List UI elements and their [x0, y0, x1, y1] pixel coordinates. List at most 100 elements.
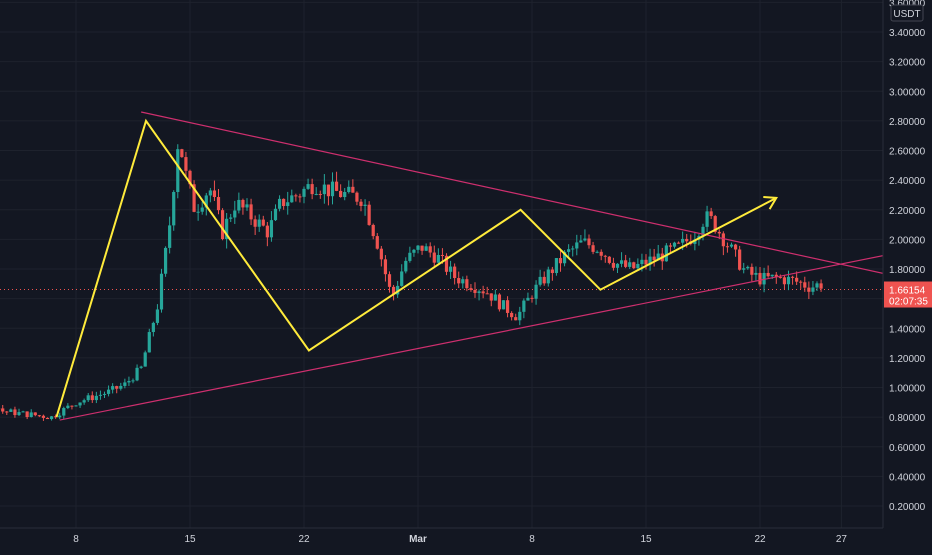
- candle-body: [482, 291, 485, 293]
- candle: [164, 246, 167, 276]
- candle-body: [685, 239, 688, 241]
- candle-body: [83, 400, 86, 402]
- candle-body: [412, 250, 415, 253]
- candle-body: [477, 291, 480, 293]
- candle-body: [119, 386, 122, 389]
- y-tick-label: 3.20000: [889, 58, 926, 69]
- candle-body: [526, 298, 529, 301]
- candle-body: [486, 293, 489, 294]
- candle: [445, 253, 448, 275]
- candle-body: [665, 245, 668, 261]
- candle-body: [74, 405, 77, 406]
- candle-body: [738, 249, 741, 269]
- candle-body: [294, 195, 297, 196]
- candle-body: [636, 264, 639, 268]
- candle-body: [559, 258, 562, 263]
- candle-body: [87, 395, 90, 400]
- candle-body: [311, 184, 314, 194]
- candle-body: [522, 301, 525, 312]
- candle-body: [34, 412, 37, 415]
- candle-body: [131, 380, 134, 381]
- candle-body: [209, 190, 212, 195]
- candle-body: [587, 239, 590, 246]
- candle-body: [343, 192, 346, 197]
- candle-body: [604, 256, 607, 257]
- candle-body: [632, 262, 635, 268]
- candle-body: [734, 245, 737, 250]
- candle-body: [787, 277, 790, 284]
- candle-body: [620, 260, 623, 264]
- candle-body: [534, 285, 537, 299]
- candle-body: [758, 273, 761, 284]
- candle-body: [13, 409, 16, 415]
- candle-body: [433, 253, 436, 263]
- candle-body: [237, 200, 240, 211]
- candle-body: [567, 249, 570, 252]
- y-tick-label: 3.00000: [889, 87, 926, 98]
- candle-body: [473, 290, 476, 293]
- candle-body: [95, 396, 98, 400]
- candle-body: [705, 211, 708, 226]
- candle: [180, 149, 183, 158]
- candle-body: [172, 192, 175, 225]
- candle-body: [282, 199, 285, 206]
- y-tick-label: 2.20000: [889, 206, 926, 217]
- candle-body: [359, 202, 362, 206]
- candle-body: [66, 406, 69, 408]
- candle-body: [229, 217, 232, 218]
- candle-body: [168, 225, 171, 248]
- candle-body: [457, 278, 460, 283]
- y-tick-label: 2.00000: [889, 235, 926, 246]
- candle-body: [644, 260, 647, 265]
- x-tick-label: 8: [529, 534, 535, 545]
- candle: [665, 243, 668, 262]
- candle-body: [184, 157, 187, 171]
- candle-body: [754, 273, 757, 275]
- candle-body: [123, 382, 126, 386]
- candle-body: [490, 293, 493, 300]
- candle-body: [628, 262, 631, 267]
- candle-body: [441, 255, 444, 256]
- candle-body: [449, 267, 452, 272]
- candle-body: [547, 270, 550, 284]
- time-axis-panel[interactable]: [0, 528, 932, 550]
- candle-body: [306, 184, 309, 189]
- candle-body: [148, 332, 151, 352]
- quote-unit-label: USDT: [893, 9, 920, 20]
- candle-body: [17, 412, 20, 415]
- candle-body: [539, 277, 542, 285]
- candle-body: [811, 287, 814, 291]
- candle-body: [404, 261, 407, 272]
- candle-body: [376, 236, 379, 249]
- candle-body: [502, 300, 505, 309]
- candle-body: [266, 226, 269, 238]
- candle-body: [746, 267, 749, 268]
- candle-body: [315, 194, 318, 195]
- candle-body: [767, 273, 770, 276]
- y-tick-label: 0.40000: [889, 472, 926, 483]
- candle-body: [677, 243, 680, 244]
- candle-body: [400, 271, 403, 285]
- candle-body: [380, 249, 383, 260]
- candle-body: [176, 149, 179, 192]
- candle-body: [791, 277, 794, 278]
- candle-body: [429, 246, 432, 252]
- candle-body: [742, 268, 745, 269]
- candle: [192, 180, 195, 212]
- candle-body: [38, 415, 41, 416]
- x-tick-label: 22: [754, 534, 766, 545]
- candle-body: [1, 408, 4, 411]
- candle-body: [327, 185, 330, 197]
- candle-body: [416, 246, 419, 250]
- candle-body: [286, 202, 289, 206]
- candle-body: [575, 242, 578, 248]
- candle-body: [290, 195, 293, 202]
- candle-body: [555, 258, 558, 273]
- candle-body: [551, 270, 554, 273]
- y-tick-label: 3.40000: [889, 28, 926, 39]
- y-tick-label: 1.80000: [889, 265, 926, 276]
- candle-body: [347, 187, 350, 192]
- candle-body: [351, 187, 354, 193]
